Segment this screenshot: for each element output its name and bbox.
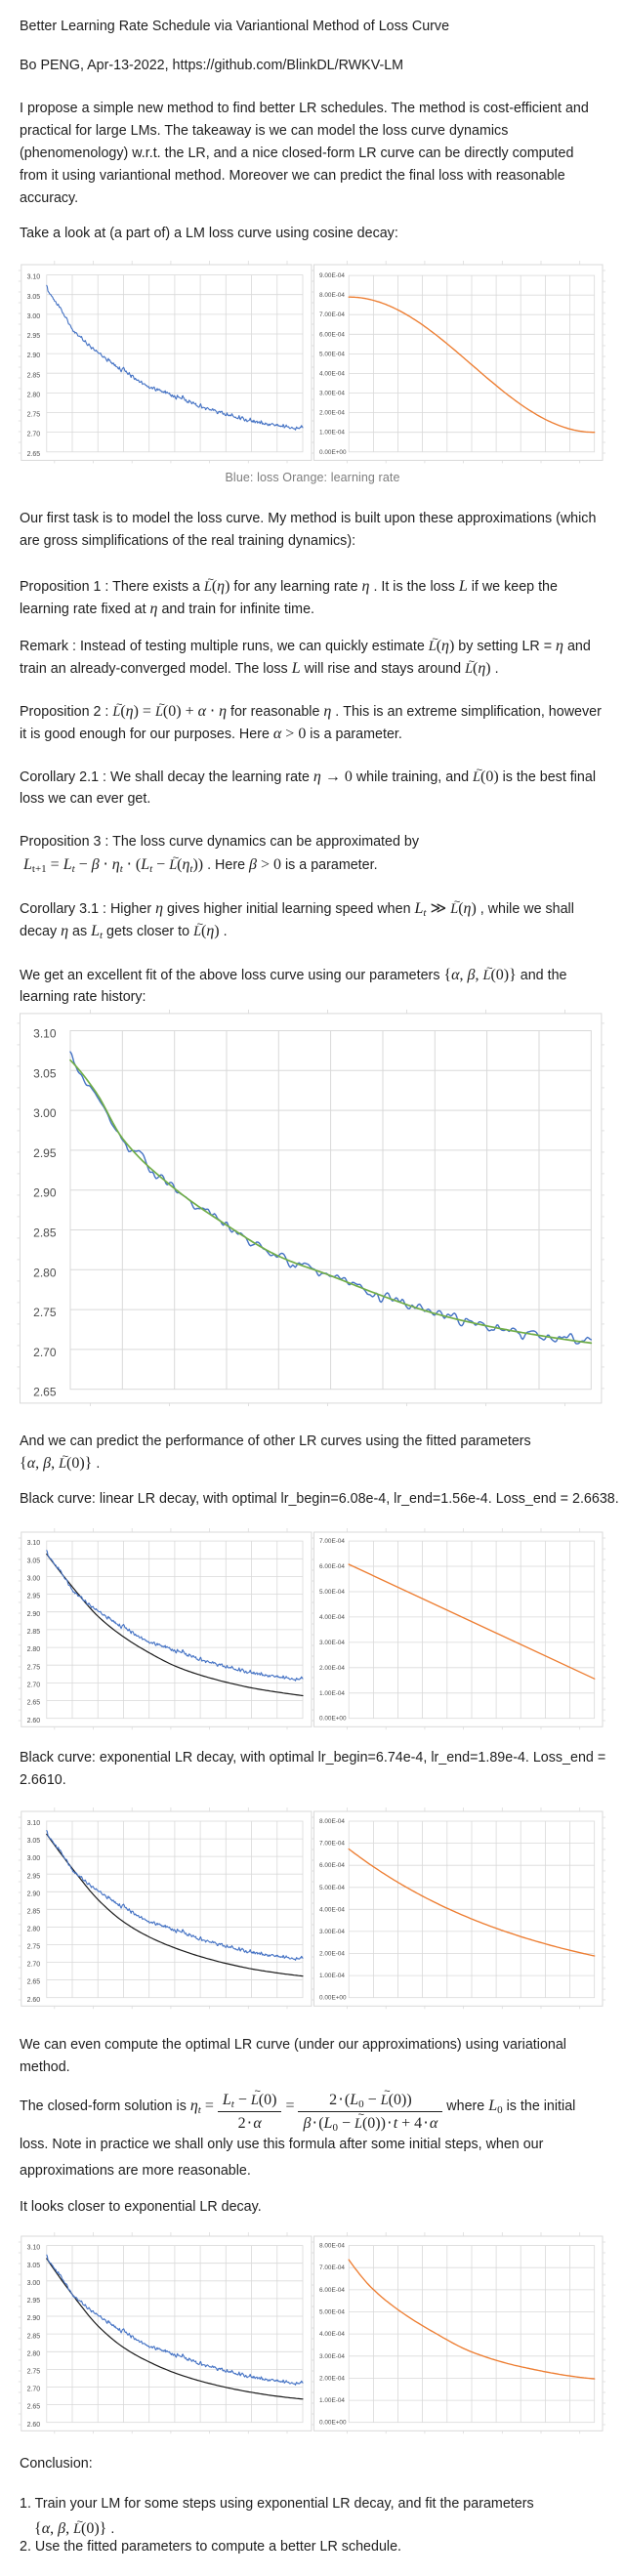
svg-text:3.00: 3.00 xyxy=(27,1575,41,1582)
svg-text:4.00E-04: 4.00E-04 xyxy=(319,1906,345,1913)
svg-text:6.00E-04: 6.00E-04 xyxy=(319,1862,345,1869)
svg-text:4.00E-04: 4.00E-04 xyxy=(319,1614,345,1621)
svg-text:2.85: 2.85 xyxy=(33,1226,57,1240)
svg-text:0.00E+00: 0.00E+00 xyxy=(319,2420,347,2427)
svg-text:5.00E-04: 5.00E-04 xyxy=(319,2309,345,2316)
svg-text:2.95: 2.95 xyxy=(27,333,41,340)
svg-text:3.05: 3.05 xyxy=(27,1838,41,1845)
svg-text:2.95: 2.95 xyxy=(27,2298,41,2305)
svg-text:5.00E-04: 5.00E-04 xyxy=(319,351,345,357)
svg-text:2.80: 2.80 xyxy=(27,1926,41,1932)
svg-text:2.70: 2.70 xyxy=(27,431,41,437)
svg-text:8.00E-04: 8.00E-04 xyxy=(319,292,345,299)
svg-text:2.90: 2.90 xyxy=(27,1611,41,1618)
svg-text:2.80: 2.80 xyxy=(33,1266,57,1279)
svg-text:2.65: 2.65 xyxy=(27,1979,41,1986)
svg-text:2.75: 2.75 xyxy=(27,1943,41,1950)
svg-text:2.85: 2.85 xyxy=(27,372,41,379)
svg-text:3.05: 3.05 xyxy=(27,1558,41,1564)
svg-text:2.85: 2.85 xyxy=(27,1908,41,1915)
svg-text:1.00E-04: 1.00E-04 xyxy=(319,2397,345,2404)
svg-text:2.00E-04: 2.00E-04 xyxy=(319,2375,345,2382)
svg-text:6.00E-04: 6.00E-04 xyxy=(319,1563,345,1570)
svg-text:3.00E-04: 3.00E-04 xyxy=(319,1640,345,1646)
svg-text:2.75: 2.75 xyxy=(27,411,41,418)
svg-text:2.75: 2.75 xyxy=(33,1306,57,1319)
svg-text:3.00E-04: 3.00E-04 xyxy=(319,2353,345,2360)
svg-text:2.65: 2.65 xyxy=(27,2404,41,2411)
svg-text:3.00E-04: 3.00E-04 xyxy=(319,1929,345,1935)
svg-text:2.60: 2.60 xyxy=(27,1718,41,1724)
svg-text:8.00E-04: 8.00E-04 xyxy=(319,1818,345,1825)
svg-text:4.00E-04: 4.00E-04 xyxy=(319,2331,345,2338)
svg-text:3.10: 3.10 xyxy=(33,1027,57,1041)
svg-text:3.10: 3.10 xyxy=(27,2245,41,2252)
svg-text:2.75: 2.75 xyxy=(27,1664,41,1671)
svg-text:7.00E-04: 7.00E-04 xyxy=(319,1841,345,1848)
svg-text:2.00E-04: 2.00E-04 xyxy=(319,409,345,416)
svg-text:2.75: 2.75 xyxy=(27,2368,41,2375)
svg-text:2.90: 2.90 xyxy=(33,1186,57,1200)
svg-text:2.60: 2.60 xyxy=(27,2422,41,2429)
svg-text:5.00E-04: 5.00E-04 xyxy=(319,1885,345,1891)
svg-text:2.95: 2.95 xyxy=(27,1593,41,1600)
svg-text:2.85: 2.85 xyxy=(27,1629,41,1636)
svg-text:2.65: 2.65 xyxy=(27,1699,41,1706)
svg-text:3.05: 3.05 xyxy=(27,2263,41,2269)
svg-text:3.00: 3.00 xyxy=(33,1106,57,1120)
svg-text:2.80: 2.80 xyxy=(27,1646,41,1653)
svg-text:2.70: 2.70 xyxy=(27,1682,41,1688)
svg-text:3.05: 3.05 xyxy=(33,1066,57,1080)
svg-text:7.00E-04: 7.00E-04 xyxy=(319,312,345,318)
svg-text:2.65: 2.65 xyxy=(27,451,41,458)
svg-text:2.90: 2.90 xyxy=(27,1890,41,1897)
svg-text:0.00E+00: 0.00E+00 xyxy=(319,1995,347,2002)
svg-text:1.00E-04: 1.00E-04 xyxy=(319,1690,345,1697)
svg-text:2.70: 2.70 xyxy=(33,1346,57,1359)
svg-text:1.00E-04: 1.00E-04 xyxy=(319,430,345,436)
svg-text:8.00E-04: 8.00E-04 xyxy=(319,2243,345,2250)
svg-text:2.80: 2.80 xyxy=(27,392,41,398)
svg-text:0.00E+00: 0.00E+00 xyxy=(319,1716,347,1723)
svg-text:3.05: 3.05 xyxy=(27,294,41,301)
svg-text:2.65: 2.65 xyxy=(33,1386,57,1399)
svg-text:3.10: 3.10 xyxy=(27,1540,41,1547)
svg-text:3.00E-04: 3.00E-04 xyxy=(319,390,345,396)
svg-text:4.00E-04: 4.00E-04 xyxy=(319,370,345,377)
svg-text:1.00E-04: 1.00E-04 xyxy=(319,1973,345,1979)
svg-text:2.95: 2.95 xyxy=(27,1873,41,1880)
svg-text:7.00E-04: 7.00E-04 xyxy=(319,1538,345,1545)
svg-text:9.00E-04: 9.00E-04 xyxy=(319,272,345,279)
svg-text:3.00: 3.00 xyxy=(27,313,41,320)
svg-text:5.00E-04: 5.00E-04 xyxy=(319,1589,345,1596)
svg-text:3.00: 3.00 xyxy=(27,2280,41,2287)
svg-text:2.70: 2.70 xyxy=(27,1962,41,1969)
svg-text:2.60: 2.60 xyxy=(27,1997,41,2004)
svg-text:0.00E+00: 0.00E+00 xyxy=(319,449,347,456)
svg-text:2.80: 2.80 xyxy=(27,2350,41,2357)
svg-text:3.10: 3.10 xyxy=(27,1820,41,1827)
svg-text:2.90: 2.90 xyxy=(27,2315,41,2322)
svg-text:6.00E-04: 6.00E-04 xyxy=(319,2287,345,2294)
svg-text:7.00E-04: 7.00E-04 xyxy=(319,2264,345,2271)
svg-text:3.10: 3.10 xyxy=(27,273,41,280)
svg-text:6.00E-04: 6.00E-04 xyxy=(319,331,345,338)
svg-text:2.70: 2.70 xyxy=(27,2387,41,2393)
svg-text:2.00E-04: 2.00E-04 xyxy=(319,1665,345,1672)
svg-text:2.85: 2.85 xyxy=(27,2333,41,2340)
svg-text:2.90: 2.90 xyxy=(27,353,41,359)
svg-text:2.95: 2.95 xyxy=(33,1146,57,1160)
svg-text:2.00E-04: 2.00E-04 xyxy=(319,1950,345,1957)
svg-text:3.00: 3.00 xyxy=(27,1855,41,1862)
